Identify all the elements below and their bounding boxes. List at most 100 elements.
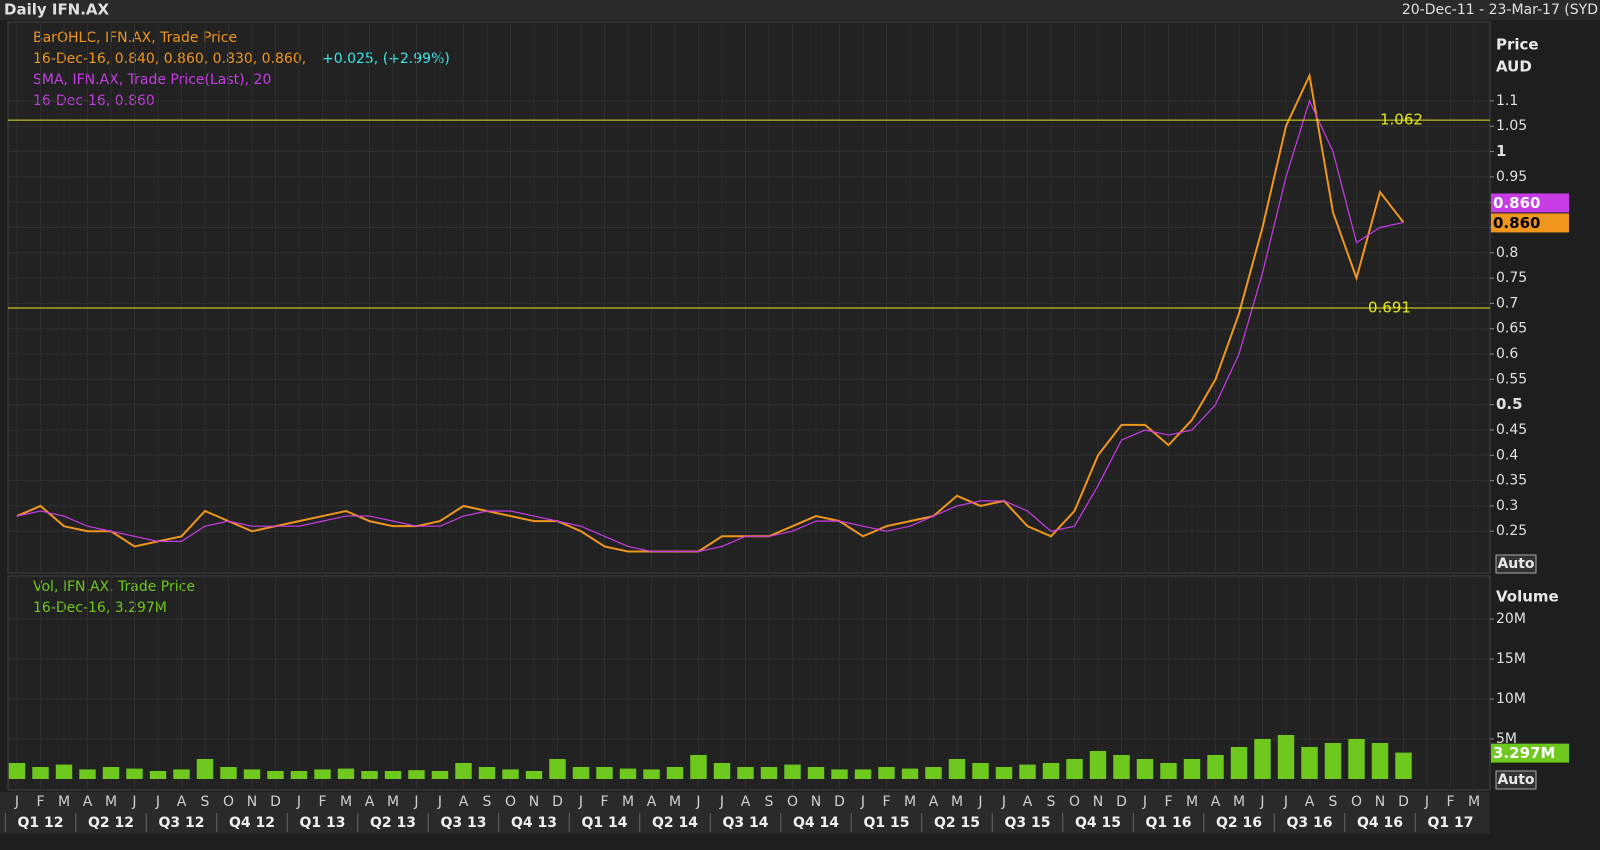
volume-bar (690, 755, 707, 779)
y-tick-label: 0.65 (1496, 321, 1527, 337)
last-value-text: 3.297M (1493, 744, 1555, 762)
month-label: S (765, 794, 774, 810)
last-value-tag (1491, 743, 1569, 763)
month-label: J (1142, 794, 1147, 810)
volume-bar (1019, 764, 1036, 779)
y-tick-label: 0.8 (1496, 245, 1518, 261)
month-label: S (201, 794, 210, 810)
month-label: M (1468, 794, 1480, 810)
month-label: J (1283, 794, 1288, 810)
volume-bar (784, 764, 801, 779)
legend-text: BarOHLC, IFN.AX, Trade Price (33, 30, 237, 46)
volume-bar (502, 769, 519, 779)
quarter-label: Q3 14 (723, 815, 769, 831)
month-label: J (860, 794, 865, 810)
y-tick-label: 0.95 (1496, 169, 1527, 185)
quarter-label: Q4 16 (1357, 815, 1403, 831)
volume-bar (126, 768, 143, 779)
volume-bar (807, 767, 825, 779)
date-range: 20-Dec-11 - 23-Mar-17 (SYD (1402, 2, 1598, 18)
volume-bar (1089, 751, 1107, 779)
volume-bar (1207, 755, 1224, 779)
y-tick-label: 20M (1496, 611, 1526, 627)
month-label: N (811, 794, 821, 810)
volume-bar (55, 764, 73, 779)
volume-bar (713, 763, 731, 779)
month-label: N (529, 794, 539, 810)
volume-bar (1136, 759, 1154, 779)
y-tick-label: 0.35 (1496, 473, 1527, 489)
month-label: J (1259, 794, 1264, 810)
y-tick-label: 0.4 (1496, 447, 1518, 463)
volume-bar (1277, 735, 1295, 779)
month-label: J (1001, 794, 1006, 810)
volume-bar (1113, 755, 1130, 779)
volume-bar (1254, 739, 1271, 779)
month-label: J (719, 794, 724, 810)
volume-bar (525, 771, 543, 779)
volume-bar (948, 759, 966, 779)
month-label: J (977, 794, 982, 810)
y-tick-label: 0.45 (1496, 422, 1527, 438)
quarter-label: Q2 16 (1216, 815, 1262, 831)
month-label: D (1116, 794, 1127, 810)
volume-bar (1160, 763, 1177, 779)
legend-text: 16-Dec-16, 0.840, 0.860, 0.830, 0.860, (33, 51, 306, 67)
last-value-tag (1491, 213, 1569, 233)
y-tick-label: 15M (1496, 651, 1526, 667)
month-label: M (387, 794, 399, 810)
month-label: M (622, 794, 634, 810)
auto-scale-button[interactable] (1495, 554, 1537, 574)
month-label: A (1211, 794, 1221, 810)
month-label: M (1186, 794, 1198, 810)
quarter-label: Q3 12 (159, 815, 205, 831)
quarter-label: Q1 13 (300, 815, 346, 831)
month-label: J (413, 794, 418, 810)
month-label: F (1446, 794, 1454, 810)
volume-bar (972, 763, 989, 779)
month-label: O (787, 794, 798, 810)
quarter-label: Q1 14 (582, 815, 628, 831)
volume-bar (102, 767, 120, 779)
volume-bar (1348, 739, 1365, 779)
volume-axis-label: Volume (1496, 588, 1559, 606)
month-label: A (1023, 794, 1033, 810)
month-label: N (1093, 794, 1103, 810)
volume-bar (737, 767, 754, 779)
volume-bar (1183, 759, 1201, 779)
quarter-label: Q4 13 (511, 815, 557, 831)
month-label: M (340, 794, 352, 810)
month-label: F (882, 794, 890, 810)
volume-bar (572, 767, 590, 779)
volume-bar (384, 771, 402, 779)
month-label: N (1375, 794, 1385, 810)
quarter-label: Q3 15 (1005, 815, 1051, 831)
month-label: M (58, 794, 70, 810)
volume-bar (337, 768, 355, 779)
volume-bar (1230, 747, 1248, 779)
quarter-label: Q3 13 (441, 815, 487, 831)
month-label: A (177, 794, 187, 810)
volume-bar (1066, 759, 1083, 779)
last-value-text: 0.860 (1493, 194, 1540, 212)
month-label: F (36, 794, 44, 810)
month-label: O (223, 794, 234, 810)
auto-scale-label[interactable]: Auto (1497, 556, 1534, 572)
horizontal-line-label: 1.062 (1380, 111, 1423, 129)
legend-text: Vol, IFN.AX, Trade Price (33, 579, 195, 595)
price-line (16, 99, 1404, 553)
y-tick-label: 0.7 (1496, 295, 1518, 311)
month-label: J (131, 794, 136, 810)
volume-bar (243, 769, 261, 779)
auto-scale-label[interactable]: Auto (1497, 772, 1534, 788)
y-tick-label: 1.05 (1496, 118, 1527, 134)
volume-bar (267, 771, 284, 779)
horizontal-line-label: 0.691 (1368, 298, 1411, 316)
month-label: D (1398, 794, 1409, 810)
auto-scale-button[interactable] (1495, 770, 1537, 790)
time-axis (0, 792, 1490, 834)
quarter-label: Q1 12 (18, 815, 64, 831)
quarter-label: Q4 15 (1075, 815, 1121, 831)
y-tick-label: 5M (1496, 731, 1517, 747)
quarter-label: Q2 13 (370, 815, 416, 831)
